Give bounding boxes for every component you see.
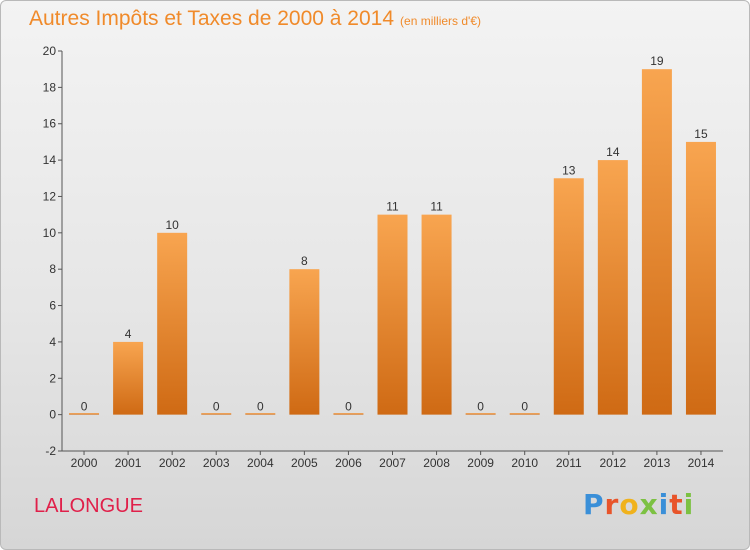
bar-value-label: 8 <box>301 254 308 268</box>
x-tick-label: 2013 <box>644 456 671 470</box>
y-tick-label: 0 <box>49 408 56 422</box>
bar-value-label: 0 <box>257 400 264 414</box>
y-tick-label: 4 <box>49 335 56 349</box>
bar-value-label: 11 <box>430 200 443 214</box>
x-tick-label: 2010 <box>511 456 538 470</box>
bar <box>685 141 716 415</box>
y-tick-label: 16 <box>43 117 57 131</box>
bar-value-label: 0 <box>477 400 484 414</box>
y-tick-label: 14 <box>43 153 57 167</box>
bar-value-label: 0 <box>81 400 88 414</box>
bar-value-label: 19 <box>650 54 664 68</box>
y-tick-label: -2 <box>45 444 56 458</box>
x-tick-label: 2011 <box>556 456 582 470</box>
logo-letter: o <box>619 488 640 521</box>
logo-letter: r <box>604 488 620 521</box>
chart-title-text: Autres Impôts et Taxes de 2000 à 2014 <box>29 7 395 30</box>
y-tick-label: 18 <box>43 80 57 94</box>
x-tick-label: 2009 <box>467 456 494 470</box>
x-tick-label: 2003 <box>203 456 230 470</box>
x-tick-label: 2001 <box>115 456 142 470</box>
bar <box>157 232 188 415</box>
logo-letter: P <box>583 488 605 521</box>
bar-value-label: 11 <box>386 200 399 214</box>
bar-value-label: 4 <box>125 327 132 341</box>
bar <box>377 214 408 415</box>
bar <box>641 69 672 415</box>
y-tick-label: 20 <box>43 44 57 58</box>
bar-value-label: 10 <box>165 218 179 232</box>
bar <box>201 413 232 415</box>
x-tick-label: 2014 <box>688 456 715 470</box>
x-tick-label: 2008 <box>423 456 450 470</box>
bar-value-label: 14 <box>606 145 620 159</box>
bar <box>421 214 452 415</box>
y-tick-label: 8 <box>49 262 56 276</box>
bar <box>245 413 276 415</box>
bar <box>289 269 320 415</box>
bar <box>597 160 628 415</box>
bar <box>333 413 364 415</box>
bar <box>465 413 496 415</box>
y-tick-label: 2 <box>49 371 56 385</box>
bar-value-label: 0 <box>521 400 528 414</box>
bar <box>509 413 540 415</box>
town-name: LALONGUE <box>34 495 143 517</box>
proxiti-logo[interactable]: Proxiti <box>583 488 694 521</box>
x-tick-label: 2012 <box>599 456 626 470</box>
y-tick-label: 10 <box>43 226 57 240</box>
bar-value-label: 0 <box>213 400 220 414</box>
x-tick-label: 2002 <box>159 456 186 470</box>
x-tick-label: 2005 <box>291 456 318 470</box>
chart-title: Autres Impôts et Taxes de 2000 à 2014 (en… <box>29 7 481 31</box>
x-tick-label: 2006 <box>335 456 362 470</box>
bar <box>113 341 144 415</box>
x-tick-label: 2004 <box>247 456 274 470</box>
bar-value-label: 0 <box>345 400 352 414</box>
bar <box>553 178 584 415</box>
logo-letter: i <box>683 488 695 521</box>
logo-letter: i <box>658 488 670 521</box>
bar <box>69 413 100 415</box>
x-tick-label: 2007 <box>379 456 406 470</box>
bar-value-label: 13 <box>562 163 576 177</box>
y-tick-label: 12 <box>43 189 57 203</box>
x-tick-label: 2000 <box>71 456 98 470</box>
bar-value-label: 15 <box>694 127 708 141</box>
chart-subtitle: (en milliers d'€) <box>400 14 482 28</box>
logo-letter: x <box>639 488 659 521</box>
y-tick-label: 6 <box>49 299 56 313</box>
logo-letter: t <box>669 488 684 521</box>
